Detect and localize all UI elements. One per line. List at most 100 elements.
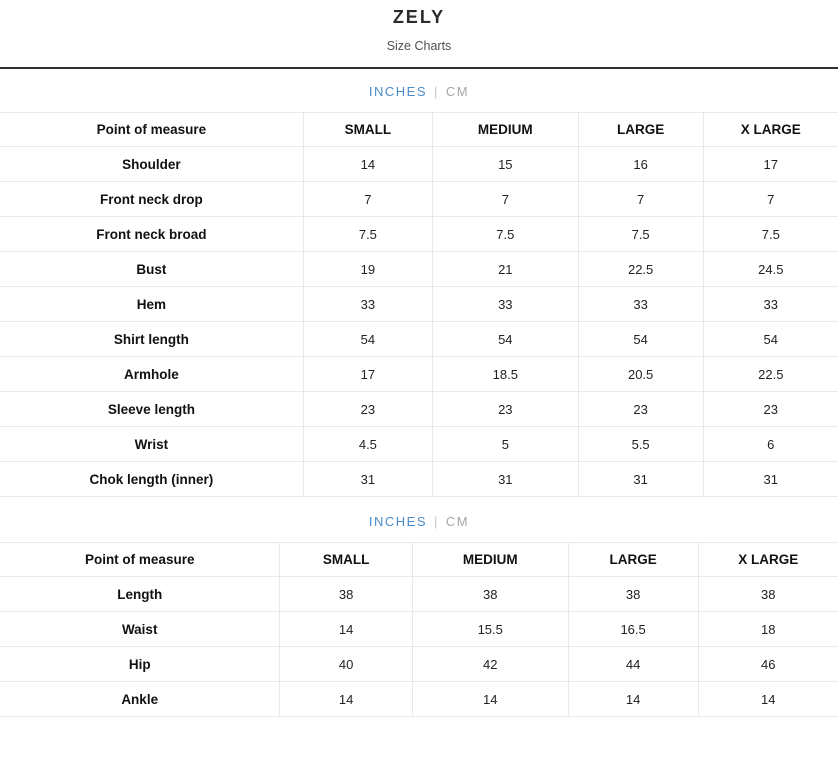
measure-value: 7 xyxy=(302,181,433,217)
measure-value: 31 xyxy=(577,461,704,497)
measure-value: 23 xyxy=(431,391,579,427)
measure-value: 44 xyxy=(567,646,699,682)
measure-value: 54 xyxy=(302,321,433,357)
size-table-top: Point of measure SMALL MEDIUM LARGE X LARGE … xyxy=(0,112,838,497)
measure-value: 7.5 xyxy=(302,216,433,252)
measure-value: 7 xyxy=(702,181,838,217)
measure-value: 15 xyxy=(431,146,579,182)
unit-cm-link[interactable]: CM xyxy=(445,84,470,99)
measure-label: Chok length (inner) xyxy=(89,471,214,487)
measure-value: 33 xyxy=(431,286,579,322)
measure-value: 38 xyxy=(279,576,413,612)
bottom-size-chart-section: INCHES | CM Point of measure SMALL MEDIUM LAR… xyxy=(0,497,838,717)
measure-label: Hem xyxy=(136,296,167,312)
column-header-size: MEDIUM xyxy=(411,542,569,577)
measure-label: Sleeve length xyxy=(107,401,195,417)
unit-toggle-bottom: INCHES | CM xyxy=(0,497,838,542)
measure-label: Waist xyxy=(121,621,158,637)
measure-value: 23 xyxy=(302,391,433,427)
page-title: ZELY xyxy=(392,7,446,27)
unit-cm-link[interactable]: CM xyxy=(445,514,470,529)
measure-value: 54 xyxy=(577,321,704,357)
table-row: Hip 40 42 44 46 xyxy=(0,646,838,682)
measure-value: 22.5 xyxy=(702,356,838,392)
measure-value: 5 xyxy=(431,426,579,462)
measure-value: 21 xyxy=(431,251,579,287)
measure-value: 18.5 xyxy=(431,356,579,392)
unit-inches-link[interactable]: INCHES xyxy=(368,514,427,529)
unit-separator: | xyxy=(434,84,439,99)
page-subtitle: Size Charts xyxy=(386,39,452,53)
measure-value: 20.5 xyxy=(577,356,704,392)
table-header-row: Point of measure SMALL MEDIUM LARGE X LARGE xyxy=(0,542,838,577)
table-row: Armhole 17 18.5 20.5 22.5 xyxy=(0,356,838,392)
measure-value: 14 xyxy=(411,681,569,717)
table-row: Shoulder 14 15 16 17 xyxy=(0,146,838,182)
measure-label: Armhole xyxy=(124,366,179,382)
table-row: Hem 33 33 33 33 xyxy=(0,286,838,322)
table-row: Bust 19 21 22.5 24.5 xyxy=(0,251,838,287)
column-header-point-of-measure: Point of measure xyxy=(84,552,195,567)
measure-value: 14 xyxy=(697,681,838,717)
table-row: Front neck broad 7.5 7.5 7.5 7.5 xyxy=(0,216,838,252)
unit-toggle-top: INCHES | CM xyxy=(0,69,838,112)
table-row: Wrist 4.5 5 5.5 6 xyxy=(0,426,838,462)
header-divider xyxy=(0,67,838,69)
measure-value: 54 xyxy=(431,321,579,357)
measure-value: 33 xyxy=(702,286,838,322)
measure-value: 31 xyxy=(702,461,838,497)
measure-value: 31 xyxy=(431,461,579,497)
column-header-size: MEDIUM xyxy=(431,112,579,147)
top-size-chart-section: INCHES | CM Point of measure SMALL MEDIUM LAR… xyxy=(0,69,838,497)
measure-value: 18 xyxy=(697,611,838,647)
measure-value: 24.5 xyxy=(702,251,838,287)
column-header-size: X LARGE xyxy=(697,542,838,577)
measure-label: Shoulder xyxy=(122,156,181,172)
measure-value: 4.5 xyxy=(302,426,433,462)
measure-value: 54 xyxy=(702,321,838,357)
measure-value: 15.5 xyxy=(411,611,569,647)
measure-value: 23 xyxy=(702,391,838,427)
measure-label: Ankle xyxy=(121,691,159,707)
measure-value: 38 xyxy=(411,576,569,612)
table-row: Shirt length 54 54 54 54 xyxy=(0,321,838,357)
measure-label: Bust xyxy=(136,261,167,277)
measure-value: 17 xyxy=(302,356,433,392)
measure-label: Front neck drop xyxy=(100,191,203,207)
unit-inches-link[interactable]: INCHES xyxy=(368,84,427,99)
column-header-size: LARGE xyxy=(567,542,699,577)
measure-value: 23 xyxy=(577,391,704,427)
table-row: Waist 14 15.5 16.5 18 xyxy=(0,611,838,647)
measure-value: 16.5 xyxy=(567,611,699,647)
table-row: Sleeve length 23 23 23 23 xyxy=(0,391,838,427)
measure-value: 38 xyxy=(697,576,838,612)
measure-value: 7.5 xyxy=(431,216,579,252)
measure-label: Length xyxy=(117,586,163,602)
measure-value: 19 xyxy=(302,251,433,287)
measure-value: 14 xyxy=(302,146,433,182)
measure-value: 7 xyxy=(577,181,704,217)
page-header: ZELY Size Charts xyxy=(0,0,838,53)
table-row: Length 38 38 38 38 xyxy=(0,576,838,612)
measure-value: 14 xyxy=(279,611,413,647)
table-row: Chok length (inner) 31 31 31 31 xyxy=(0,461,838,497)
measure-value: 7.5 xyxy=(577,216,704,252)
column-header-size: LARGE xyxy=(577,112,704,147)
measure-value: 14 xyxy=(567,681,699,717)
measure-value: 33 xyxy=(302,286,433,322)
size-table-bottom: Point of measure SMALL MEDIUM LARGE X LARGE … xyxy=(0,542,838,717)
measure-label: Hip xyxy=(128,656,151,672)
measure-value: 16 xyxy=(577,146,704,182)
measure-value: 38 xyxy=(567,576,699,612)
measure-value: 7.5 xyxy=(702,216,838,252)
measure-value: 46 xyxy=(697,646,838,682)
table-row: Front neck drop 7 7 7 7 xyxy=(0,181,838,217)
measure-label: Wrist xyxy=(134,436,169,452)
measure-value: 42 xyxy=(411,646,569,682)
column-header-size: SMALL xyxy=(279,542,413,577)
measure-label: Shirt length xyxy=(113,331,189,347)
measure-value: 6 xyxy=(702,426,838,462)
measure-value: 31 xyxy=(302,461,433,497)
measure-label: Front neck broad xyxy=(96,226,207,242)
